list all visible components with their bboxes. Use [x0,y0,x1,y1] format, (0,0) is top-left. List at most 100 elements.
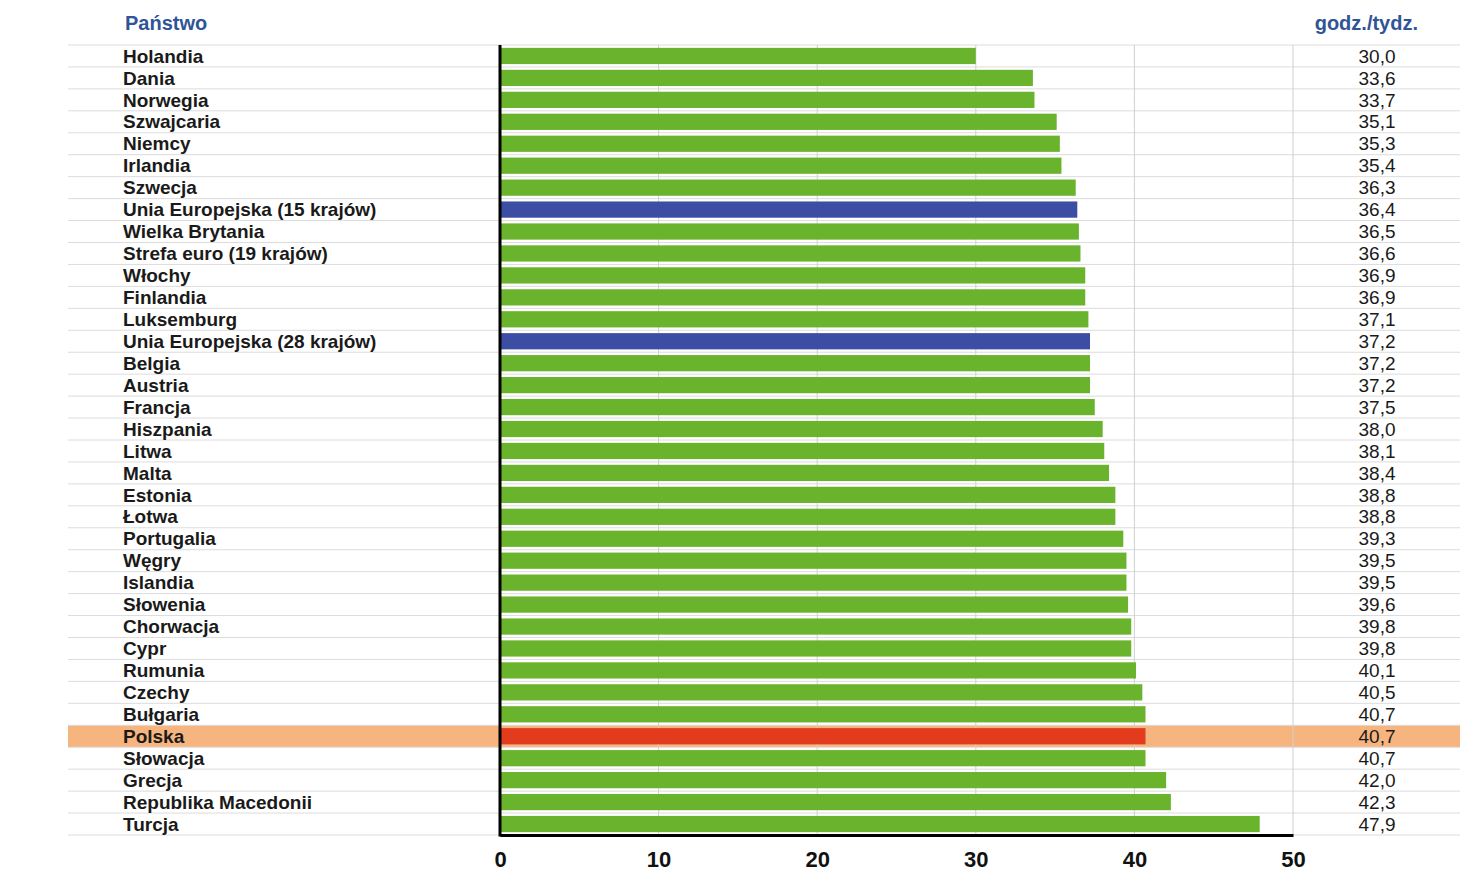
bar [500,48,976,64]
bar [500,728,1146,744]
bar [500,355,1090,371]
bar [500,180,1076,196]
category-label: Belgia [123,353,180,374]
value-label: 39,8 [1359,638,1396,659]
category-label: Unia Europejska (15 krajów) [123,199,376,220]
bar [500,377,1090,393]
row-line [68,549,1460,550]
category-label: Cypr [123,638,167,659]
x-tick: 40 [1123,835,1147,872]
value-label: 35,3 [1359,133,1396,154]
row-line [68,747,1460,748]
category-label: Włochy [123,265,191,286]
row-line [68,176,1460,177]
value-label: 33,7 [1359,90,1396,111]
bar [500,399,1095,415]
value-label: 36,9 [1359,265,1396,286]
value-label: 40,7 [1359,726,1396,747]
value-label: 30,0 [1359,46,1396,67]
value-label: 39,5 [1359,550,1396,571]
bar [500,750,1146,766]
value-label: 38,4 [1359,463,1396,484]
value-label: 37,2 [1359,331,1396,352]
category-label: Grecja [123,770,183,791]
category-label: Litwa [123,441,172,462]
value-label: 37,2 [1359,353,1396,374]
grid-line [1293,45,1294,835]
category-label: Malta [123,463,172,484]
category-label: Unia Europejska (28 krajów) [123,331,376,352]
value-label: 36,6 [1359,243,1396,264]
category-label: Francja [123,397,191,418]
row-line [68,483,1460,484]
value-label: 42,3 [1359,792,1396,813]
row-line [68,681,1460,682]
value-label: 33,6 [1359,68,1396,89]
category-label: Austria [123,375,189,396]
x-tick-label: 40 [1123,847,1147,872]
category-label: Słowacja [123,748,205,769]
value-label: 38,0 [1359,419,1396,440]
category-label: Wielka Brytania [123,221,265,242]
bar [500,443,1104,459]
row-line [68,66,1460,67]
category-label: Niemcy [123,133,191,154]
bar [500,794,1171,810]
value-label: 37,5 [1359,397,1396,418]
category-label: Hiszpania [123,419,212,440]
row-line [68,769,1460,770]
bar [500,553,1126,569]
bar [500,465,1109,481]
value-label: 38,8 [1359,506,1396,527]
bar [500,575,1126,591]
value-label: 36,3 [1359,177,1396,198]
grid [500,45,1293,835]
bar [500,114,1057,130]
row-line [68,440,1460,441]
value-label: 40,7 [1359,748,1396,769]
x-tick: 10 [647,835,671,872]
bar [500,289,1085,305]
row-line [68,725,1460,726]
bar [500,684,1142,700]
value-label: 47,9 [1359,814,1396,835]
category-label: Turcja [123,814,179,835]
highlight-bands [68,725,1460,747]
x-tick: 0 [494,835,506,872]
row-line [68,461,1460,462]
value-label: 40,7 [1359,704,1396,725]
value-label: 39,3 [1359,528,1396,549]
value-labels: 30,033,633,735,135,335,436,336,436,536,6… [1359,46,1396,835]
category-label: Strefa euro (19 krajów) [123,243,328,264]
category-label: Łotwa [123,506,178,527]
bar [500,223,1079,239]
category-label: Szwecja [123,177,197,198]
value-label: 39,5 [1359,572,1396,593]
category-label: Norwegia [123,90,209,111]
x-tick: 30 [964,835,988,872]
value-label: 35,4 [1359,155,1396,176]
bar [500,487,1115,503]
row-line [68,132,1460,133]
value-label: 37,1 [1359,309,1396,330]
value-header: godz./tydz. [1315,12,1418,34]
x-tick-label: 10 [647,847,671,872]
category-label: Chorwacja [123,616,220,637]
bar [500,816,1260,832]
value-label: 36,4 [1359,199,1396,220]
bar [500,311,1088,327]
x-tick-label: 20 [805,847,829,872]
row-line [68,374,1460,375]
category-label: Irlandia [123,155,191,176]
bars [500,48,1260,832]
x-tick-label: 0 [494,847,506,872]
value-label: 36,9 [1359,287,1396,308]
category-label: Rumunia [123,660,205,681]
column-header: Państwo [125,12,207,34]
bar [500,70,1033,86]
category-label: Republika Macedonii [123,792,312,813]
category-label: Szwajcaria [123,111,221,132]
row-line [68,527,1460,528]
category-label: Dania [123,68,175,89]
chart: 01020304050HolandiaDaniaNorwegiaSzwajcar… [0,0,1468,876]
